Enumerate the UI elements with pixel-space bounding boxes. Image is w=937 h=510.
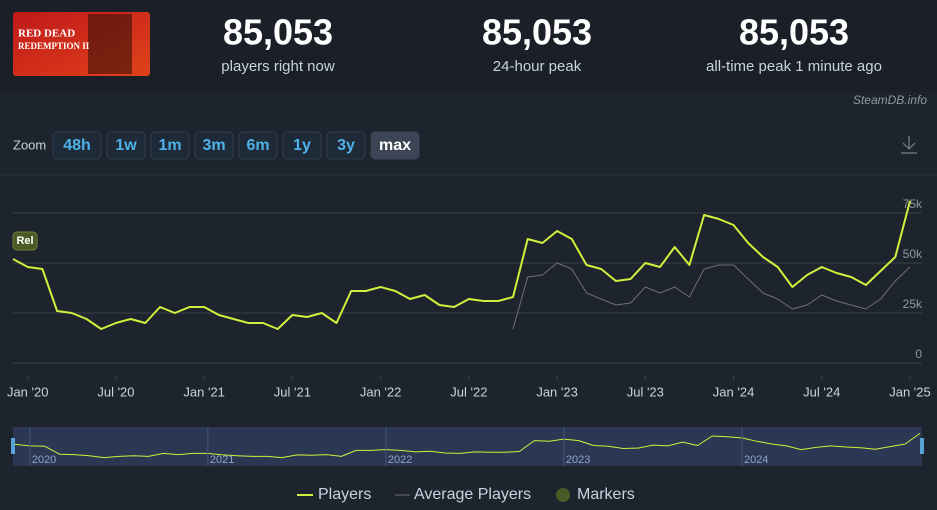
stat-label: all-time peak 1 minute ago [706, 58, 882, 75]
x-tick-label: Jul '23 [627, 384, 664, 399]
navigator-label: 2023 [566, 454, 590, 466]
x-tick-label: Jul '24 [803, 384, 840, 399]
zoom-button[interactable] [282, 131, 322, 160]
zoom-button-label[interactable]: 48h [63, 137, 91, 154]
zoom-button[interactable] [326, 131, 366, 160]
zoom-button-label[interactable]: max [379, 137, 411, 154]
zoom-button-label[interactable]: 1y [293, 137, 311, 154]
navigator-handle[interactable] [920, 438, 924, 454]
x-tick-label: Jul '20 [97, 384, 134, 399]
series-line [12, 200, 911, 330]
legend-label[interactable]: Average Players [414, 486, 531, 503]
legend-label[interactable]: Players [318, 486, 371, 503]
y-tick-label: 0 [915, 347, 922, 361]
zoom-button-label[interactable]: 6m [246, 137, 269, 154]
zoom-button[interactable] [150, 131, 190, 160]
zoom-button[interactable] [238, 131, 278, 160]
stat-value: 85,053 [223, 12, 333, 53]
zoom-button[interactable] [106, 131, 146, 160]
stat-label: players right now [221, 58, 335, 75]
x-tick-label: Jan '21 [183, 384, 225, 399]
x-tick-label: Jan '24 [713, 384, 755, 399]
y-tick-label: 75k [903, 197, 923, 211]
x-tick-label: Jan '22 [360, 384, 402, 399]
stat-value: 85,053 [739, 12, 849, 53]
logo-text: REDEMPTION II [18, 41, 90, 51]
zoom-button[interactable] [52, 131, 102, 160]
marker-label: Rel [16, 235, 33, 247]
x-tick-label: Jan '25 [889, 384, 931, 399]
navigator-bg [13, 427, 922, 466]
series-line [512, 262, 911, 330]
marker [12, 231, 38, 251]
navigator-line [14, 432, 921, 459]
y-tick-label: 50k [903, 247, 923, 261]
zoom-button[interactable] [370, 131, 420, 160]
navigator-label: 2024 [744, 454, 768, 466]
navigator-handle[interactable] [11, 438, 15, 454]
x-tick-label: Jan '23 [536, 384, 578, 399]
zoom-button[interactable] [194, 131, 234, 160]
x-tick-label: Jul '21 [274, 384, 311, 399]
x-tick-label: Jan '20 [7, 384, 49, 399]
legend-swatch [556, 488, 570, 502]
zoom-button-label[interactable]: 1m [158, 137, 181, 154]
stat-value: 85,053 [482, 12, 592, 53]
legend-label[interactable]: Markers [577, 486, 635, 503]
navigator-label: 2022 [388, 454, 412, 466]
zoom-button-label[interactable]: 3y [337, 137, 355, 154]
zoom-button-label[interactable]: 3m [202, 137, 225, 154]
y-tick-label: 25k [903, 297, 923, 311]
navigator-label: 2020 [32, 454, 56, 466]
source: SteamDB.info [853, 93, 927, 107]
download-icon[interactable] [901, 136, 917, 154]
zoom-button-label[interactable]: 1w [115, 137, 137, 154]
logo-text: RED DEAD [18, 28, 75, 40]
header-bg [0, 0, 937, 92]
zoom-label: Zoom [13, 137, 46, 152]
navigator-label: 2021 [210, 454, 234, 466]
x-tick-label: Jul '22 [450, 384, 487, 399]
stat-label: 24-hour peak [493, 58, 582, 75]
logo-figure [88, 14, 132, 74]
